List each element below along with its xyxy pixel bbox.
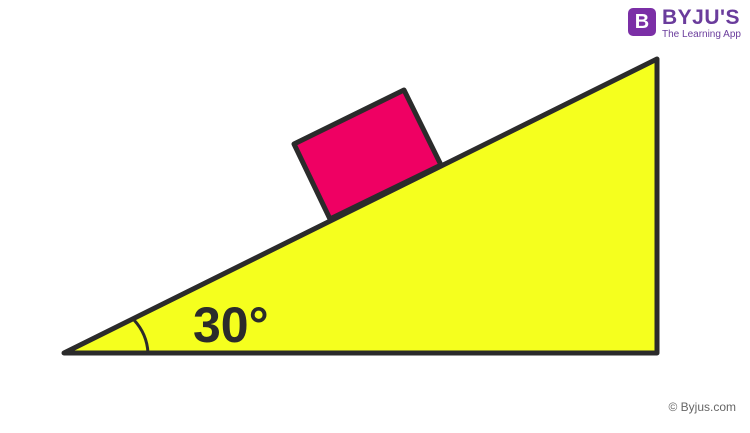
brand-tagline: The Learning App [662,29,741,40]
brand-logo: B BYJU'S The Learning App [628,6,742,44]
copyright-notice: © Byjus.com [668,400,736,414]
angle-label: 30° [193,297,269,353]
block [291,87,444,222]
brand-mark-icon: B [628,8,656,36]
brand-name: BYJU'S [662,6,741,29]
angle-arc [132,318,150,354]
